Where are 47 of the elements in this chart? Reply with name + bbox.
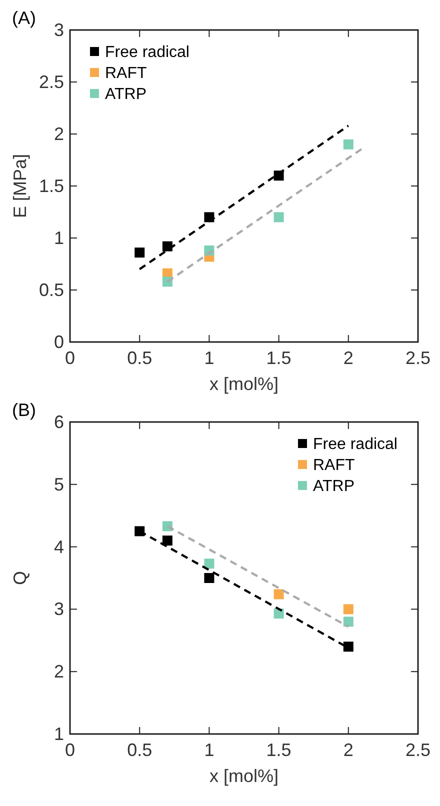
y-axis-title: Q (10, 570, 30, 586)
point (343, 604, 354, 614)
x-tick-label: 2.5 (405, 348, 431, 368)
x-axis-title: x [mol%] (209, 374, 279, 394)
point (134, 248, 145, 258)
y-tick-label: 0 (54, 332, 64, 352)
x-tick-label: 1.5 (266, 348, 292, 368)
y-tick-label: 1 (54, 228, 64, 248)
x-tick-label: 0.5 (127, 348, 152, 368)
y-tick-label: 0.5 (38, 280, 64, 300)
legend-label: RAFT (313, 457, 355, 474)
x-tick-label: 2 (343, 740, 354, 760)
y-tick-label: 3 (54, 599, 64, 620)
point (274, 608, 284, 619)
x-tick-label: 2 (343, 348, 354, 368)
y-tick-label: 2 (54, 662, 64, 682)
y-tick-label: 2 (54, 124, 64, 144)
point (204, 573, 214, 583)
y-tick-label: 6 (54, 412, 64, 432)
point (343, 616, 354, 627)
y-tick-label: 5 (54, 474, 64, 494)
x-axis-title: x [mol%] (209, 766, 279, 786)
x-tick-label: 0.5 (127, 740, 152, 760)
legend-label: Free radical (313, 436, 398, 453)
y-tick-label: 3 (54, 20, 64, 40)
legend-label: ATRP (313, 478, 354, 495)
x-tick-label: 1.5 (266, 740, 292, 760)
point (343, 642, 354, 652)
point (343, 139, 354, 150)
point (204, 558, 214, 569)
x-tick-label: 1 (204, 348, 214, 368)
chart-title: (A) (12, 8, 36, 28)
y-tick-label: 1 (54, 724, 64, 744)
point (274, 589, 284, 600)
chart-title: (B) (12, 400, 36, 420)
legend-label: Free radical (105, 44, 190, 61)
x-tick-label: 2.5 (405, 740, 431, 760)
legend-label: RAFT (105, 65, 147, 82)
legend-label: ATRP (105, 86, 146, 103)
x-tick-label: 1 (204, 740, 214, 760)
point (162, 241, 172, 252)
y-tick-label: 2.5 (38, 72, 64, 92)
point (162, 536, 172, 546)
y-axis-title: E [MPa] (10, 154, 30, 218)
y-tick-label: 1.5 (38, 176, 64, 196)
y-tick-label: 4 (54, 536, 64, 557)
point (274, 212, 284, 222)
